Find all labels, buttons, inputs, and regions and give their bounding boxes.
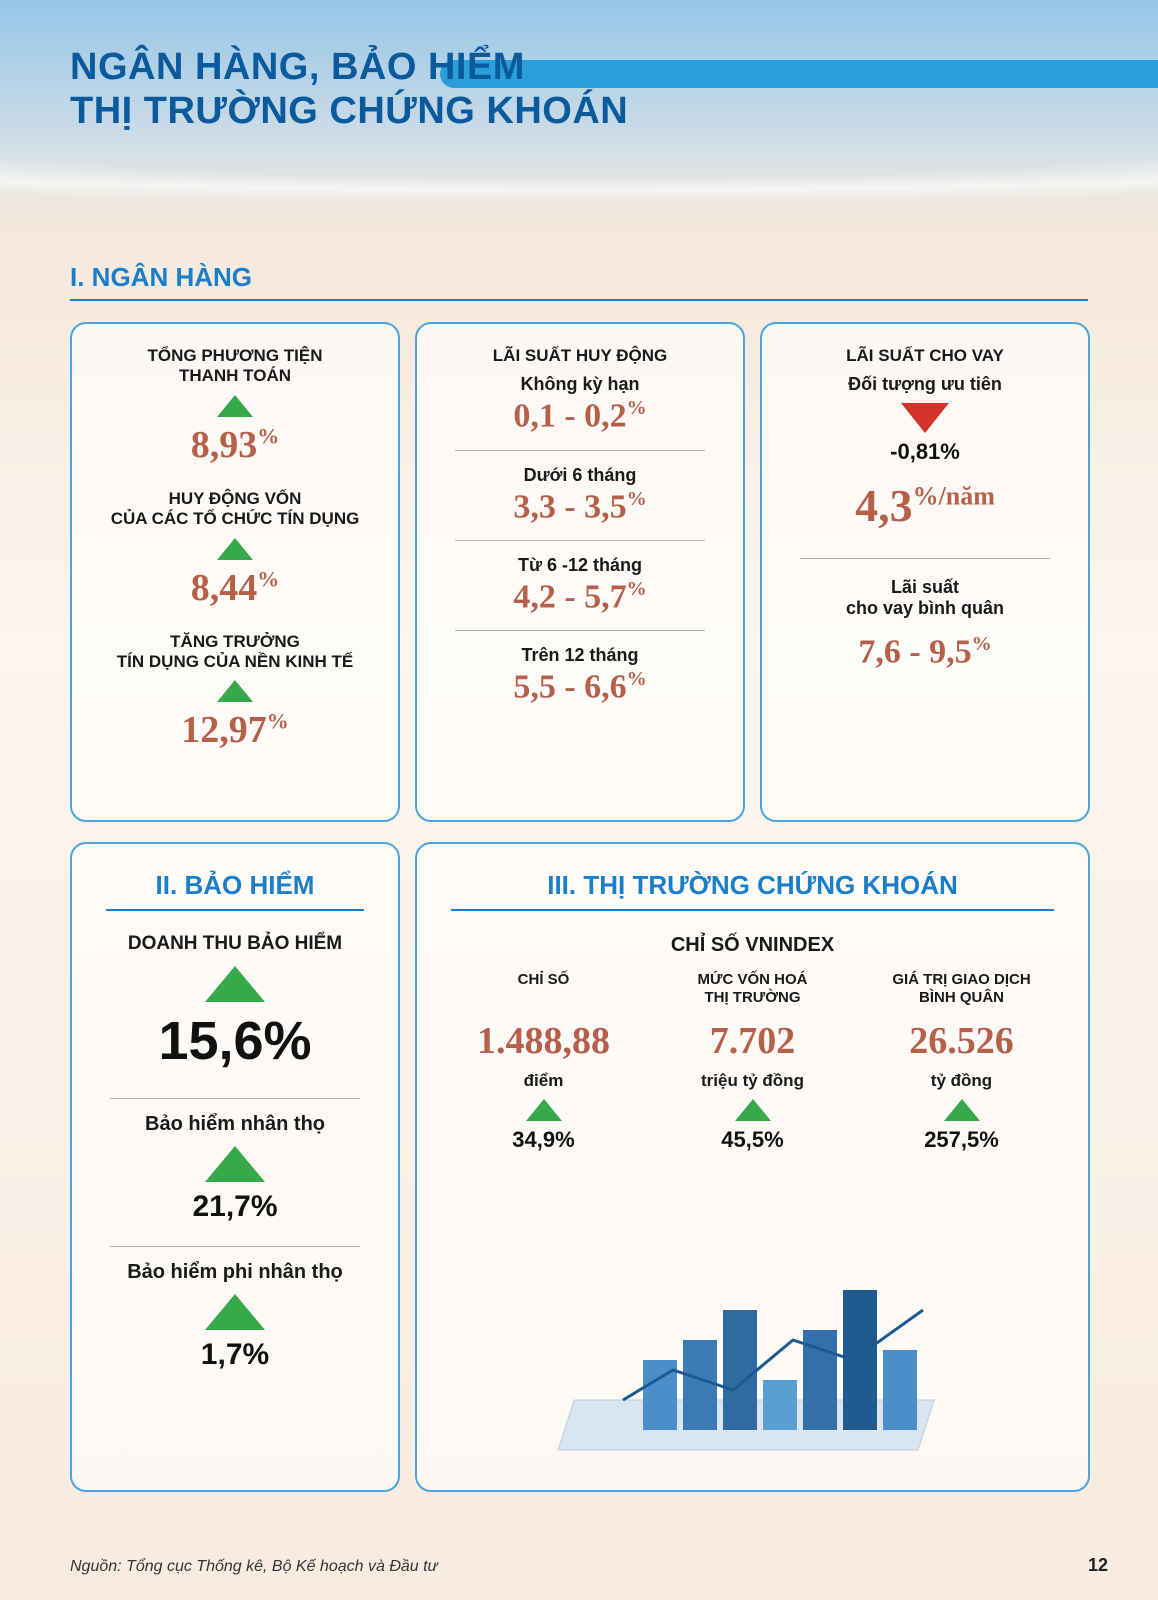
up-arrow-icon <box>217 395 253 417</box>
divider <box>110 1246 360 1247</box>
title-line-1: NGÂN HÀNG, BẢO HIỂM <box>70 46 628 90</box>
stock-col-2-label: GIÁ TRỊ GIAO DỊCHBÌNH QUÂN <box>863 971 1060 1009</box>
p2-row-3-label: Trên 12 tháng <box>427 645 733 666</box>
stock-col-0: CHỈ SỐ 1.488,88 điểm 34,9% <box>439 971 648 1153</box>
divider <box>455 630 705 631</box>
divider <box>455 540 705 541</box>
stock-col-1-label: MỨC VỐN HOÁTHỊ TRƯỜNG <box>654 971 851 1009</box>
insurance-item-1-value: 1,7% <box>82 1338 388 1372</box>
panel-insurance: II. BẢO HIỂM DOANH THU BẢO HIỂM 15,6% Bả… <box>70 842 400 1492</box>
stock-col-2-value: 26.526 <box>863 1019 1060 1063</box>
p1-item-2-value: 12,97% <box>82 708 388 752</box>
panel-payment-means: TỔNG PHƯƠNG TIỆNTHANH TOÁN 8,93% HUY ĐỘN… <box>70 322 400 822</box>
p2-row-3-value: 5,5 - 6,6% <box>427 668 733 706</box>
page-number: 12 <box>1088 1555 1108 1576</box>
p2-row-2-value: 4,2 - 5,7% <box>427 578 733 616</box>
source-attribution: Nguồn: Tổng cục Thống kê, Bộ Kế hoạch và… <box>70 1558 438 1576</box>
p1-item-2-label: TĂNG TRƯỞNGTÍN DỤNG CỦA NỀN KINH TẾ <box>82 632 388 673</box>
panel-lending-rates: LÃI SUẤT CHO VAY Đối tượng ưu tiên -0,81… <box>760 322 1090 822</box>
insurance-item-0-value: 21,7% <box>82 1190 388 1224</box>
stock-col-2: GIÁ TRỊ GIAO DỊCHBÌNH QUÂN 26.526 tỷ đồn… <box>857 971 1066 1153</box>
up-arrow-icon <box>735 1099 771 1121</box>
p1-item-1-value: 8,44% <box>82 566 388 610</box>
title-line-2: THỊ TRƯỜNG CHỨNG KHOÁN <box>70 90 628 134</box>
p1-item-1-label: HUY ĐỘNG VỐNCỦA CÁC TỔ CHỨC TÍN DỤNG <box>82 489 388 530</box>
p2-row-0-label: Không kỳ hạn <box>427 374 733 395</box>
up-arrow-icon <box>205 966 265 1002</box>
up-arrow-icon <box>944 1099 980 1121</box>
section-2-title: II. BẢO HIỂM <box>106 870 364 911</box>
p3-avg-value: 7,6 - 9,5% <box>772 633 1078 671</box>
page-title: NGÂN HÀNG, BẢO HIỂM THỊ TRƯỜNG CHỨNG KHO… <box>70 46 628 133</box>
insurance-headline-label: DOANH THU BẢO HIỂM <box>82 933 388 956</box>
insurance-item-0-label: Bảo hiểm nhân thọ <box>82 1113 388 1136</box>
insurance-headline-value: 15,6% <box>82 1010 388 1072</box>
section-1-title: I. NGÂN HÀNG <box>70 262 1088 301</box>
divider <box>110 1098 360 1099</box>
up-arrow-icon <box>205 1294 265 1330</box>
stock-col-2-pct: 257,5% <box>863 1127 1060 1153</box>
p2-row-2-label: Từ 6 -12 tháng <box>427 555 733 576</box>
p1-item-0-value: 8,93% <box>82 423 388 467</box>
stock-col-0-value: 1.488,88 <box>445 1019 642 1063</box>
up-arrow-icon <box>526 1099 562 1121</box>
panel-deposit-rates: LÃI SUẤT HUY ĐỘNG Không kỳ hạn 0,1 - 0,2… <box>415 322 745 822</box>
p2-row-1-label: Dưới 6 tháng <box>427 465 733 486</box>
stock-col-0-label: CHỈ SỐ <box>445 971 642 1009</box>
up-arrow-icon <box>217 538 253 560</box>
p3-avg-label: Lãi suấtcho vay bình quân <box>772 577 1078 619</box>
stock-col-1-value: 7.702 <box>654 1019 851 1063</box>
insurance-item-1-label: Bảo hiểm phi nhân thọ <box>82 1261 388 1284</box>
stock-col-0-unit: điểm <box>445 1071 642 1091</box>
divider <box>800 558 1050 559</box>
header-curve <box>0 160 1158 240</box>
stock-columns: CHỈ SỐ 1.488,88 điểm 34,9% MỨC VỐN HOÁTH… <box>427 971 1078 1153</box>
divider <box>455 450 705 451</box>
stock-headline: CHỈ SỐ VNINDEX <box>427 933 1078 957</box>
up-arrow-icon <box>205 1146 265 1182</box>
panel-stock-market: III. THỊ TRƯỜNG CHỨNG KHOÁN CHỈ SỐ VNIND… <box>415 842 1090 1492</box>
stock-col-1-pct: 45,5% <box>654 1127 851 1153</box>
p2-row-1-value: 3,3 - 3,5% <box>427 488 733 526</box>
p3-priority-label: Đối tượng ưu tiên <box>772 374 1078 395</box>
down-arrow-icon <box>901 403 949 433</box>
p2-row-0-value: 0,1 - 0,2% <box>427 397 733 435</box>
chart-illustration-icon <box>533 1250 973 1470</box>
section-3-title: III. THỊ TRƯỜNG CHỨNG KHOÁN <box>451 870 1054 911</box>
p3-priority-value: 4,3%/năm <box>772 479 1078 532</box>
p3-priority-change: -0,81% <box>772 439 1078 465</box>
stock-col-1-unit: triệu tỷ đồng <box>654 1071 851 1091</box>
p2-title: LÃI SUẤT HUY ĐỘNG <box>427 346 733 366</box>
stock-col-1: MỨC VỐN HOÁTHỊ TRƯỜNG 7.702 triệu tỷ đồn… <box>648 971 857 1153</box>
p3-title: LÃI SUẤT CHO VAY <box>772 346 1078 366</box>
p1-item-0-label: TỔNG PHƯƠNG TIỆNTHANH TOÁN <box>82 346 388 387</box>
up-arrow-icon <box>217 680 253 702</box>
stock-col-2-unit: tỷ đồng <box>863 1071 1060 1091</box>
stock-col-0-pct: 34,9% <box>445 1127 642 1153</box>
